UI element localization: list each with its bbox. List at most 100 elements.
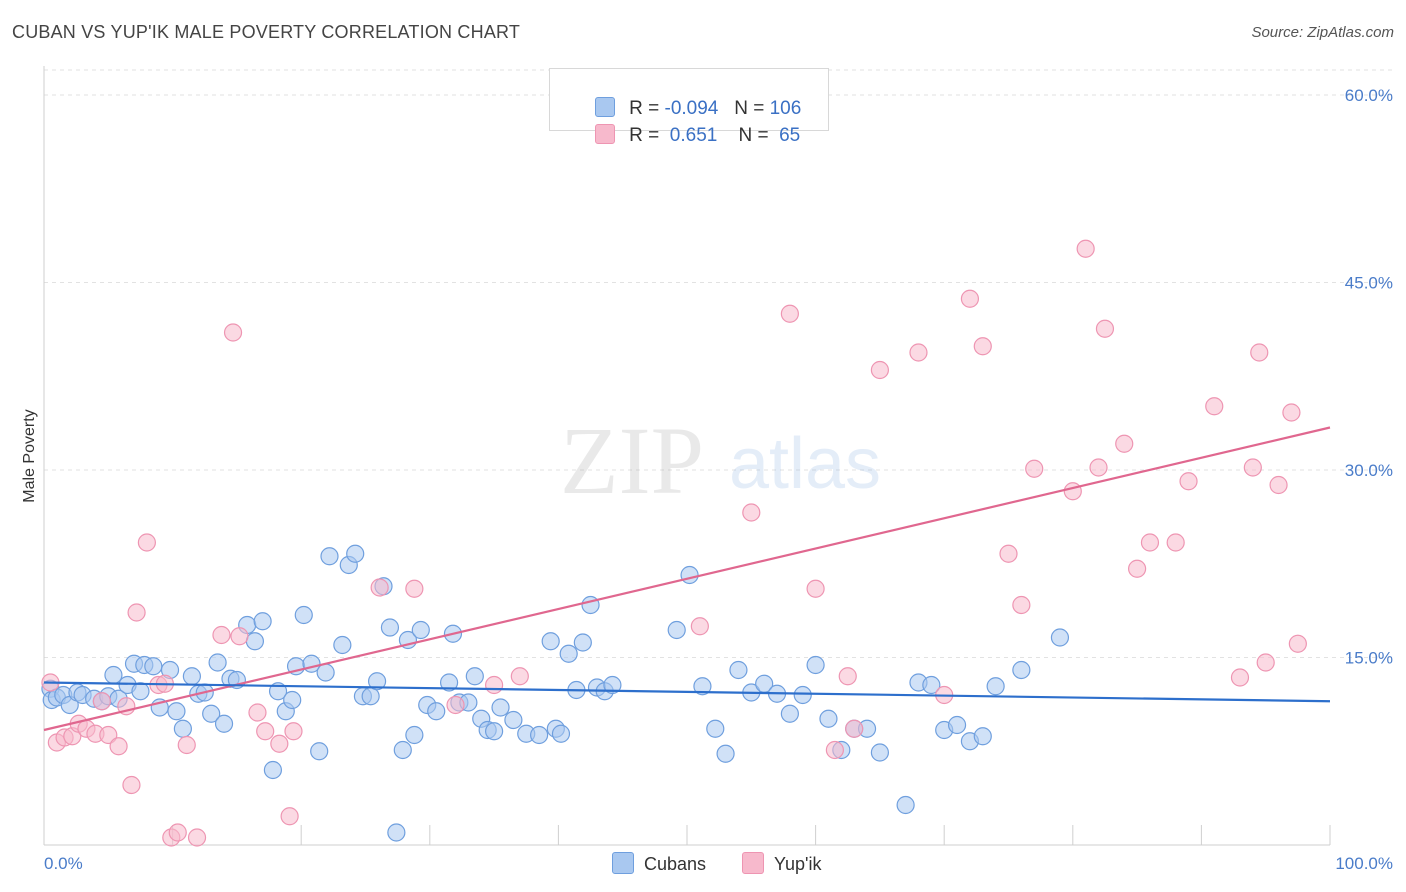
yupik-point (168, 823, 187, 842)
bottom-legend-cubans: Cubans (612, 852, 706, 875)
cubans-point (316, 663, 335, 682)
y-tick-label: 60.0% (1345, 86, 1393, 105)
source-label: Source: ZipAtlas.com (1251, 24, 1394, 41)
legend-row-yupik: R = 0.651 N = 65 (574, 102, 800, 146)
legend: R = -0.094 N = 106 R = 0.651 N = 65 (549, 68, 829, 146)
watermark: ZIP atlas (560, 407, 881, 514)
yupik-point (99, 725, 118, 745)
yupik-point (248, 703, 267, 722)
yupik-point (1025, 459, 1044, 478)
yupik-point (999, 544, 1018, 563)
legend-r-label: R = (629, 98, 665, 119)
yupik-point (405, 579, 424, 598)
cubans-point (202, 704, 221, 723)
cubans-point (411, 620, 430, 640)
cubans-point (346, 544, 365, 563)
yupik-point (1205, 397, 1224, 416)
legend-row-cubans: R = -0.094 N = 106 (574, 75, 801, 119)
cubans-point (182, 667, 201, 686)
cubans-point (1012, 660, 1031, 680)
yupik-point (284, 722, 303, 741)
cubans-point (573, 633, 592, 652)
yupik-point (280, 807, 299, 826)
yupik-point (973, 337, 992, 356)
x-tick-label: 100.0% (1335, 854, 1393, 873)
cubans-point (504, 710, 523, 730)
legend-n-label: N = (738, 125, 774, 146)
cubans-point (819, 709, 838, 728)
yupik-point (256, 722, 275, 741)
cubans-point (729, 660, 748, 680)
yupik-point (122, 775, 141, 795)
cubans-point (208, 653, 227, 672)
yupik-point (109, 737, 128, 756)
cubans-point (245, 632, 265, 651)
cubans-point (1050, 628, 1070, 647)
yupik-point (825, 740, 844, 760)
cubans-point (167, 702, 186, 721)
cubans-point (320, 547, 339, 566)
legend-n-value: 65 (773, 125, 801, 146)
cubans-point (104, 665, 123, 685)
yupik-point (270, 734, 289, 753)
yupik-points (41, 239, 1307, 847)
x-tick-label: 0.0% (44, 854, 83, 873)
yupik-point (1115, 434, 1134, 453)
bottom-legend-label-yupik: Yup'ik (774, 854, 822, 874)
yupik-point (870, 360, 890, 380)
legend-swatch-cubans (595, 97, 616, 117)
cubans-point (793, 685, 812, 705)
yupik-point (1250, 343, 1269, 362)
cubans-point (603, 675, 622, 695)
cubans-point (870, 743, 890, 762)
bottom-legend-label-cubans: Cubans (644, 854, 707, 874)
yupik-point (690, 617, 709, 636)
cubans-point (439, 673, 459, 692)
cubans-point (294, 605, 313, 625)
cubans-point (973, 727, 992, 746)
yupik-point (838, 667, 857, 686)
cubans-point (253, 612, 272, 631)
yupik-point (742, 503, 761, 522)
y-axis-label: Male Poverty (21, 409, 38, 502)
yupik-point (1089, 458, 1108, 477)
cubans-point (214, 714, 234, 733)
yupik-point (1282, 403, 1301, 422)
cubans-point (559, 644, 578, 663)
cubans-point (144, 657, 163, 676)
yupik-point (212, 625, 231, 645)
legend-r-label: R = (629, 125, 665, 146)
cubans-point (427, 702, 446, 721)
yupik-point (1095, 319, 1115, 338)
chart-title: CUBAN VS YUP'IK MALE POVERTY CORRELATION… (12, 22, 521, 42)
cubans-point (387, 823, 406, 842)
cubans-point (780, 704, 799, 723)
cubans-point (263, 760, 283, 780)
cubans-point (310, 742, 329, 761)
cubans-point (806, 655, 825, 675)
yupik-point (446, 695, 465, 715)
cubans-point (380, 618, 400, 637)
cubans-point (541, 632, 560, 651)
bottom-legend-yupik: Yup'ik (742, 852, 821, 875)
cubans-point (693, 677, 712, 696)
grid-lines (44, 69, 1392, 658)
yupik-point (845, 719, 864, 738)
yupik-point (1166, 533, 1185, 552)
cubans-point (706, 719, 725, 738)
yupik-point (960, 289, 980, 308)
yupik-point (909, 343, 928, 362)
bottom-legend-swatch-yupik (742, 852, 764, 874)
yupik-point (187, 828, 207, 847)
y-tick-label: 45.0% (1345, 274, 1393, 293)
cubans-point (131, 682, 150, 701)
yupik-point (1140, 533, 1160, 552)
cubans-point (896, 795, 915, 815)
cubans-point (667, 620, 686, 640)
yupik-point (1127, 559, 1147, 578)
bottom-legend-swatch-cubans (612, 852, 634, 874)
legend-swatch-yupik (595, 124, 616, 144)
cubans-point (173, 719, 192, 738)
cubans-point (491, 698, 510, 717)
